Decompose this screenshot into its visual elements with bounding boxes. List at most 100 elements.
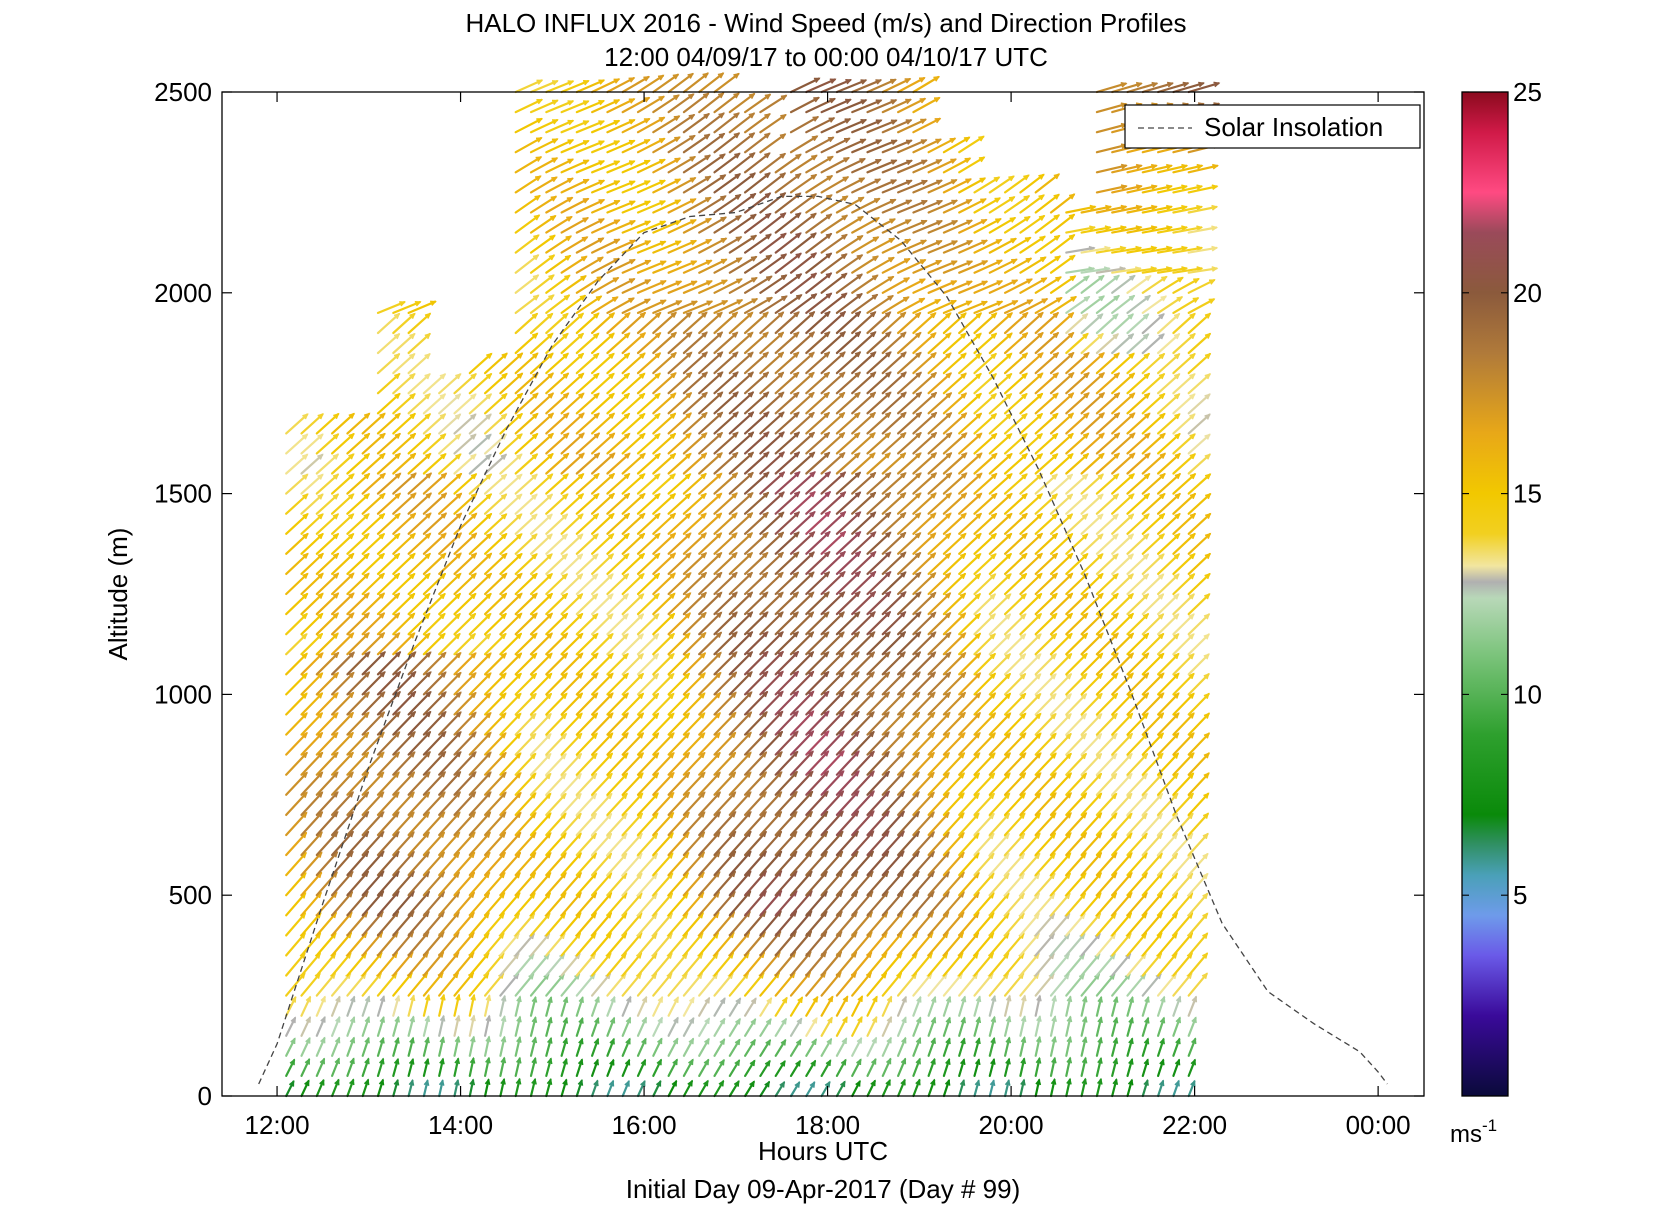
wind-vector-head (409, 393, 416, 400)
wind-vector-head (685, 432, 692, 439)
wind-vector (789, 710, 815, 736)
wind-vector (728, 1059, 741, 1078)
wind-vector-head (733, 112, 740, 119)
wind-vector-head (668, 612, 676, 620)
wind-vector-head (378, 592, 386, 599)
wind-vector (713, 711, 737, 736)
wind-vector (590, 277, 619, 294)
wind-vector (636, 200, 666, 214)
wind-vector (728, 152, 756, 174)
wind-vector (529, 733, 552, 756)
wind-vector (728, 451, 754, 475)
wind-vector-head (455, 472, 463, 480)
wind-vector (529, 753, 552, 776)
wind-vector (545, 953, 566, 977)
wind-vector-head (779, 172, 787, 179)
wind-vector-head (706, 300, 714, 306)
wind-vector (728, 751, 752, 776)
wind-vector (774, 831, 798, 857)
wind-vector (422, 1037, 430, 1057)
wind-vector-head (668, 673, 675, 680)
wind-vector (789, 890, 813, 917)
wind-vector (453, 572, 477, 596)
wind-vector-head (732, 371, 739, 378)
wind-vector-head (811, 135, 819, 142)
wind-vector-head (424, 1036, 430, 1044)
wind-vector-head (548, 274, 555, 281)
wind-vector-head (333, 412, 340, 420)
wind-vector-head (578, 412, 585, 419)
wind-vector (453, 994, 460, 1017)
wind-vector (560, 912, 582, 937)
wind-vector-head (628, 77, 636, 83)
wind-vector (652, 832, 674, 857)
wind-vector-head (778, 491, 785, 498)
wind-vector (422, 572, 446, 596)
wind-vector (774, 391, 800, 415)
wind-vector-head (470, 512, 478, 519)
wind-vector-head (530, 712, 537, 720)
wind-vector-head (691, 300, 699, 306)
wind-vector-head (516, 433, 523, 440)
wind-vector (743, 532, 769, 555)
wind-vector (774, 331, 800, 355)
wind-vector (652, 352, 677, 375)
wind-vector (698, 300, 728, 314)
wind-vector (851, 79, 882, 94)
wind-vector (514, 693, 537, 716)
wind-vector-head (688, 93, 695, 100)
wind-vector-head (593, 412, 600, 419)
wind-vector (820, 770, 845, 796)
wind-vector-head (469, 1078, 476, 1086)
wind-vector-head (469, 1035, 476, 1043)
wind-vector-head (608, 332, 615, 339)
wind-vector (652, 512, 676, 535)
wind-vector-head (608, 412, 616, 419)
wind-vector (422, 691, 447, 716)
wind-vector-head (606, 752, 614, 759)
wind-vector-head (762, 591, 769, 598)
wind-vector-head (409, 332, 416, 340)
wind-vector (713, 1038, 726, 1057)
wind-vector (468, 692, 492, 716)
wind-vector-head (793, 451, 801, 458)
wind-vector-head (317, 672, 324, 679)
wind-vector (621, 732, 644, 756)
wind-vector (438, 512, 462, 535)
wind-vector-head (347, 513, 355, 520)
wind-vector (590, 199, 621, 214)
wind-vector-head (718, 112, 725, 119)
wind-vector (285, 1037, 296, 1057)
wind-vector-head (469, 632, 476, 640)
wind-vector-head (363, 1078, 370, 1086)
wind-vector (590, 973, 612, 997)
wind-vector (789, 951, 812, 977)
wind-vector-head (536, 99, 544, 105)
wind-vector (392, 811, 415, 837)
wind-vector-head (332, 513, 340, 520)
wind-vector (407, 1016, 415, 1037)
wind-vector (575, 295, 602, 314)
wind-vector (285, 771, 308, 796)
wind-vector-head (347, 751, 354, 759)
wind-vector-head (301, 453, 309, 460)
wind-vector-head (332, 692, 339, 699)
wind-vector (805, 730, 830, 756)
wind-vector-head (622, 633, 629, 640)
wind-vector-head (363, 472, 371, 480)
wind-vector (667, 771, 691, 796)
wind-vector (606, 1017, 616, 1037)
wind-vector (759, 511, 785, 535)
wind-vector (376, 512, 401, 535)
wind-vector-head (731, 331, 739, 338)
wind-vector-head (686, 351, 693, 358)
wind-vector (361, 1016, 370, 1037)
wind-vector-head (685, 512, 692, 519)
wind-vector (805, 351, 831, 375)
wind-vector-head (563, 294, 571, 301)
wind-vector (499, 732, 522, 756)
wind-vector (636, 613, 660, 636)
wind-vector (698, 891, 720, 917)
wind-vector (529, 473, 554, 495)
wind-vector (560, 812, 582, 837)
